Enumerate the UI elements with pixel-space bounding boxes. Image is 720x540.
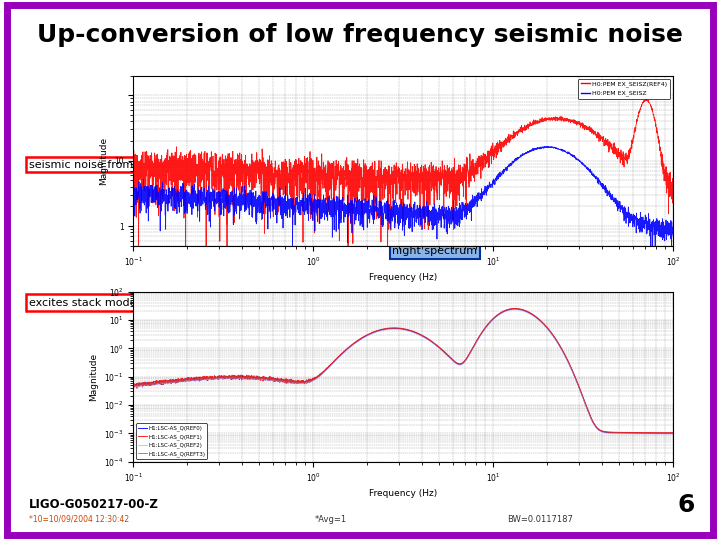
H1:LSC-AS_Q(REF2) xyxy=(600,430,609,436)
Line: H1:LSC-AS_Q(REFT3): H1:LSC-AS_Q(REFT3) xyxy=(133,309,673,433)
Text: Up-conversion of low frequency seismic noise: Up-conversion of low frequency seismic n… xyxy=(37,23,683,47)
Legend: H0:PEM EX_SEISZ(REF4), H0:PEM EX_SEISZ: H0:PEM EX_SEISZ(REF4), H0:PEM EX_SEISZ xyxy=(578,79,670,99)
H1:LSC-AS_Q(REF1) xyxy=(191,375,199,382)
Text: *10=10/09/2004 12:30:42: *10=10/09/2004 12:30:42 xyxy=(29,515,129,524)
H1:LSC-AS_Q(REF2) xyxy=(359,335,368,341)
Y-axis label: Magnitude: Magnitude xyxy=(89,353,99,401)
H1:LSC-AS_Q(REFT3) xyxy=(336,352,345,359)
H1:LSC-AS_Q(REF2) xyxy=(191,378,199,384)
H1:LSC-AS_Q(REF1) xyxy=(510,305,519,312)
H1:LSC-AS_Q(REFT3) xyxy=(191,376,199,383)
Text: 6: 6 xyxy=(678,493,695,517)
H1:LSC-AS_Q(REF0) xyxy=(600,429,609,435)
Text: up-conversion reduces
interferometer sensitivity: up-conversion reduces interferometer sen… xyxy=(522,353,655,376)
H1:LSC-AS_Q(REFT3) xyxy=(658,430,667,436)
H1:LSC-AS_Q(REF1) xyxy=(667,429,676,436)
H1:LSC-AS_Q(REF0) xyxy=(669,430,678,436)
H1:LSC-AS_Q(REF1) xyxy=(129,381,138,388)
H1:LSC-AS_Q(REFT3) xyxy=(222,373,231,380)
H1:LSC-AS_Q(REF1) xyxy=(222,374,231,380)
Text: LIGO-G050217-00-Z: LIGO-G050217-00-Z xyxy=(29,498,158,511)
H1:LSC-AS_Q(REF2) xyxy=(222,375,231,382)
H1:LSC-AS_Q(REF0) xyxy=(222,374,231,381)
H1:LSC-AS_Q(REFT3) xyxy=(600,429,609,435)
H1:LSC-AS_Q(REF2) xyxy=(668,431,677,437)
H1:LSC-AS_Q(REF2) xyxy=(658,431,667,437)
H1:LSC-AS_Q(REF2) xyxy=(129,384,138,390)
H1:LSC-AS_Q(REF0) xyxy=(667,430,675,436)
H1:LSC-AS_Q(REFT3) xyxy=(510,306,519,312)
Text: excites stack modes in AS_Q: excites stack modes in AS_Q xyxy=(29,297,189,308)
Line: H1:LSC-AS_Q(REF0): H1:LSC-AS_Q(REF0) xyxy=(133,309,673,433)
H1:LSC-AS_Q(REF0) xyxy=(129,382,138,388)
Text: seismic noise from distant excavation: seismic noise from distant excavation xyxy=(29,160,240,170)
H1:LSC-AS_Q(REFT3) xyxy=(669,430,678,436)
Text: night spectrum: night spectrum xyxy=(299,381,384,391)
H1:LSC-AS_Q(REF2) xyxy=(669,431,678,437)
H1:LSC-AS_Q(REFT3) xyxy=(129,383,138,389)
H1:LSC-AS_Q(REF0) xyxy=(191,376,199,383)
X-axis label: Frequency (Hz): Frequency (Hz) xyxy=(369,273,437,282)
Text: night spectrum: night spectrum xyxy=(392,246,477,256)
Legend: H1:LSC-AS_Q(REF0), H1:LSC-AS_Q(REF1), H1:LSC-AS_Q(REF2), H1:LSC-AS_Q(REFT3): H1:LSC-AS_Q(REF0), H1:LSC-AS_Q(REF1), H1… xyxy=(136,423,207,459)
H1:LSC-AS_Q(REF1) xyxy=(359,333,368,340)
H1:LSC-AS_Q(REF0) xyxy=(336,352,345,359)
Text: BW=0.0117187: BW=0.0117187 xyxy=(507,515,573,524)
H1:LSC-AS_Q(REFT3) xyxy=(669,430,678,436)
Y-axis label: Magnitude: Magnitude xyxy=(99,137,108,185)
H1:LSC-AS_Q(REF0) xyxy=(658,430,667,436)
H1:LSC-AS_Q(REF0) xyxy=(510,306,519,312)
Line: H1:LSC-AS_Q(REF1): H1:LSC-AS_Q(REF1) xyxy=(133,308,673,433)
H1:LSC-AS_Q(REF1) xyxy=(658,429,667,436)
H1:LSC-AS_Q(REF1) xyxy=(336,352,345,358)
Line: H1:LSC-AS_Q(REF2): H1:LSC-AS_Q(REF2) xyxy=(133,309,673,434)
H1:LSC-AS_Q(REF1) xyxy=(600,428,609,435)
Text: *Avg=1: *Avg=1 xyxy=(315,515,347,524)
X-axis label: Frequency (Hz): Frequency (Hz) xyxy=(369,489,437,498)
H1:LSC-AS_Q(REF2) xyxy=(510,306,519,313)
H1:LSC-AS_Q(REF2) xyxy=(336,353,345,359)
H1:LSC-AS_Q(REF1) xyxy=(669,429,678,436)
H1:LSC-AS_Q(REFT3) xyxy=(359,334,368,340)
H1:LSC-AS_Q(REF0) xyxy=(359,334,368,341)
